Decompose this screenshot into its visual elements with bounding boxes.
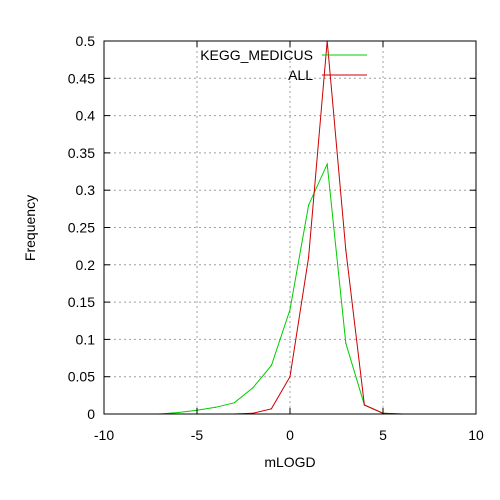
y-tick-label: 0.2 [76,257,96,273]
data-point-kegg-medicus [177,411,179,414]
x-tick-label: -10 [94,427,114,443]
y-tick-label: 0.45 [68,70,95,86]
x-tick-label: 0 [286,427,294,443]
x-tick-label: 10 [468,427,484,443]
axis-ticks: -10 -5 0 5 10 0 0.05 0.1 0.15 0.2 0.25 0.3 0.35 0.4 0.… [68,33,484,443]
data-point-all [345,249,347,251]
x-axis-label: mLOGD [264,454,315,470]
data-point-all [308,256,310,258]
series-line-all [234,40,402,415]
y-axis-label: Frequency [22,195,38,261]
data-point-kegg-medicus [233,402,235,404]
grid [104,41,476,414]
data-point-kegg-medicus [345,342,347,344]
data-point-kegg-medicus [326,163,328,165]
legend: KEGG_MEDICUS ALL [200,47,367,83]
x-tick-label: 5 [379,427,387,443]
y-tick-label: 0.25 [68,220,95,236]
data-point-all [363,404,365,406]
y-tick-label: 0.4 [76,108,96,124]
series-line-kegg-medicus [159,162,402,415]
y-tick-label: 0.35 [68,145,95,161]
y-tick-label: 0.05 [68,369,95,385]
y-tick-label: 0.1 [76,331,96,347]
data-point-all [289,376,291,378]
y-tick-label: 0 [87,406,95,422]
data-point-kegg-medicus [215,406,217,408]
legend-label-kegg-medicus: KEGG_MEDICUS [200,47,313,63]
x-tick-label: -5 [191,427,204,443]
data-point-kegg-medicus [270,364,272,367]
data-point-kegg-medicus [252,387,254,389]
data-point-kegg-medicus [308,204,310,206]
legend-label-all: ALL [288,67,313,83]
data-point-all [270,408,272,410]
y-tick-label: 0.3 [76,182,96,198]
data-point-kegg-medicus [289,308,291,311]
y-tick-label: 0.5 [76,33,96,49]
y-tick-label: 0.15 [68,294,95,310]
